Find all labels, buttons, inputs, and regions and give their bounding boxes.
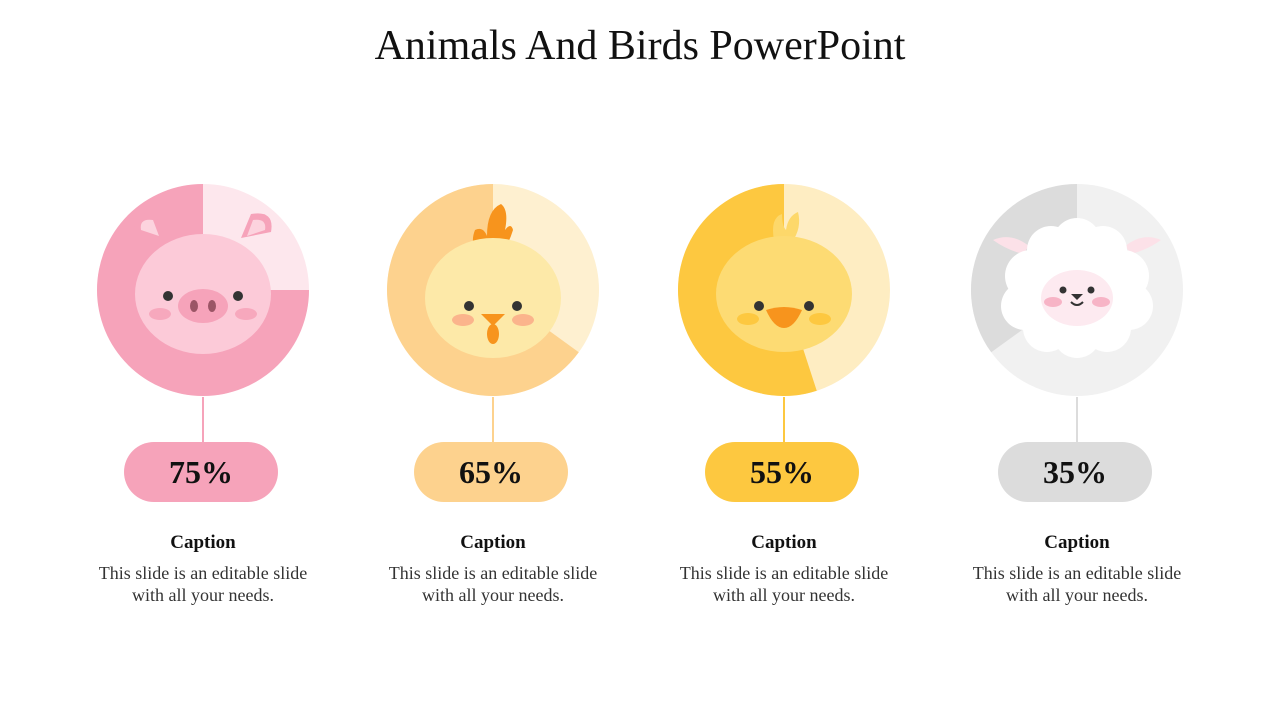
slide-title: Animals And Birds PowerPoint bbox=[374, 23, 906, 69]
percent-badge: 35% bbox=[998, 442, 1152, 502]
caption-text: This slide is an editable slide with all… bbox=[98, 563, 308, 605]
chick-icon bbox=[716, 212, 852, 352]
progress-ring bbox=[97, 184, 309, 396]
caption-title: Caption bbox=[751, 532, 817, 553]
progress-ring bbox=[970, 184, 1183, 396]
caption-text: This slide is an editable slide with all… bbox=[388, 563, 598, 605]
progress-ring bbox=[387, 184, 599, 396]
caption-title: Caption bbox=[170, 532, 236, 553]
connector-line bbox=[202, 397, 204, 443]
stat-card-pig: 75% Caption This slide is an editable sl… bbox=[93, 180, 313, 620]
connector-line bbox=[492, 397, 494, 443]
percent-badge: 55% bbox=[705, 442, 859, 502]
stat-card-sheep: 35% Caption This slide is an editable sl… bbox=[967, 180, 1187, 620]
progress-ring bbox=[677, 184, 890, 396]
connector-line bbox=[1076, 397, 1078, 443]
pig-icon bbox=[134, 213, 272, 354]
connector-line bbox=[783, 397, 785, 443]
percent-badge: 65% bbox=[414, 442, 568, 502]
caption-text: This slide is an editable slide with all… bbox=[679, 563, 889, 605]
stat-card-chick: 55% Caption This slide is an editable sl… bbox=[674, 180, 894, 620]
caption-text: This slide is an editable slide with all… bbox=[972, 563, 1182, 605]
caption-title: Caption bbox=[460, 532, 526, 553]
percent-badge: 75% bbox=[124, 442, 278, 502]
stat-card-rooster: 65% Caption This slide is an editable sl… bbox=[383, 180, 603, 620]
rooster-icon bbox=[425, 204, 561, 358]
sheep-icon bbox=[993, 218, 1161, 358]
caption-title: Caption bbox=[1044, 532, 1110, 553]
